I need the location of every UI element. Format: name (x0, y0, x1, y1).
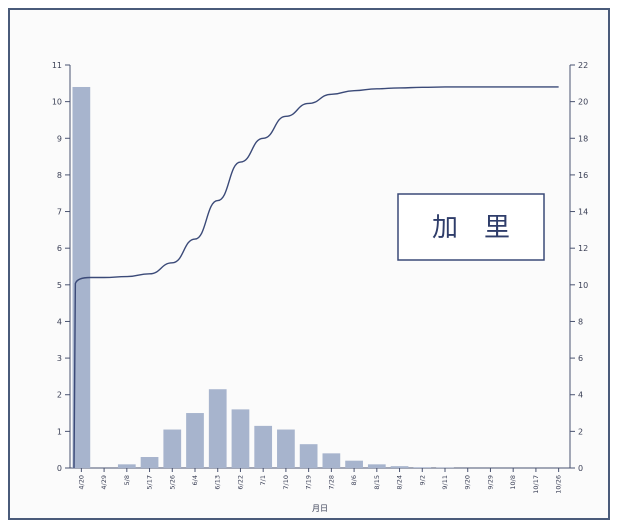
bar (231, 409, 250, 468)
x-tick-label: 4/20 (77, 475, 85, 490)
right-tick-label: 12 (578, 244, 588, 253)
x-tick-label: 6/13 (214, 475, 222, 490)
left-tick-label: 8 (57, 171, 62, 180)
chart-frame (8, 8, 610, 520)
right-tick-label: 2 (578, 427, 583, 436)
x-tick-label: 7/19 (305, 475, 313, 490)
bar (299, 444, 318, 468)
right-tick-label: 20 (578, 98, 588, 107)
left-tick-label: 5 (57, 281, 62, 290)
bar (208, 389, 227, 468)
bar (140, 457, 159, 468)
bar (322, 453, 341, 468)
left-tick-label: 7 (57, 208, 62, 217)
x-tick-label: 8/24 (396, 475, 404, 490)
cumulative-line (73, 86, 559, 469)
left-tick-label: 1 (57, 427, 62, 436)
left-tick-label: 10 (52, 98, 62, 107)
x-axis-label: 月日 (312, 504, 328, 513)
x-tick-label: 9/11 (441, 475, 449, 490)
x-tick-label: 8/6 (350, 475, 358, 485)
left-tick-label: 4 (57, 317, 62, 326)
right-tick-label: 10 (578, 281, 588, 290)
x-tick-label: 10/8 (509, 475, 517, 490)
x-tick-label: 10/17 (532, 475, 540, 494)
x-tick-label: 7/1 (259, 475, 267, 485)
annotation-box: 加 里 (397, 193, 545, 261)
bar (72, 86, 91, 469)
x-tick-label: 7/10 (282, 475, 290, 490)
cumulative-line-path (73, 86, 559, 469)
left-tick-label: 2 (57, 391, 62, 400)
x-tick-label: 6/4 (191, 475, 199, 485)
right-tick-label: 22 (578, 61, 588, 70)
x-tick-label: 4/29 (100, 475, 108, 490)
left-tick-label: 3 (57, 354, 62, 363)
bar (390, 466, 409, 468)
bars (72, 86, 454, 469)
right-tick-label: 4 (578, 391, 583, 400)
left-tick-label: 11 (52, 61, 62, 70)
bar (277, 429, 295, 468)
bar (254, 425, 273, 468)
right-tick-label: 6 (578, 354, 583, 363)
left-tick-label: 6 (57, 244, 62, 253)
bar (186, 413, 204, 468)
bar (413, 467, 432, 468)
x-tick-label: 8/15 (373, 475, 381, 490)
right-tick-label: 14 (578, 208, 588, 217)
x-tick-label: 10/26 (555, 475, 563, 494)
bar (345, 460, 363, 468)
x-tick-label: 7/28 (327, 475, 335, 490)
x-tick-label: 6/22 (236, 475, 244, 490)
bar (117, 464, 136, 468)
right-tick-label: 16 (578, 171, 588, 180)
x-tick-label: 9/20 (464, 475, 472, 490)
left-tick-label: 9 (57, 134, 62, 143)
bar (367, 464, 386, 468)
x-tick-label: 9/29 (486, 475, 494, 490)
axes (69, 65, 571, 469)
left-tick-label: 0 (57, 464, 62, 473)
bar (163, 429, 182, 468)
x-tick-label: 5/17 (146, 475, 154, 490)
annotation-text: 加 里 (432, 213, 510, 243)
x-tick-label: 9/2 (418, 475, 426, 485)
right-tick-label: 0 (578, 464, 583, 473)
right-tick-label: 8 (578, 317, 583, 326)
right-tick-label: 18 (578, 134, 588, 143)
x-tick-label: 5/26 (168, 475, 176, 490)
x-tick-label: 5/8 (123, 475, 131, 485)
